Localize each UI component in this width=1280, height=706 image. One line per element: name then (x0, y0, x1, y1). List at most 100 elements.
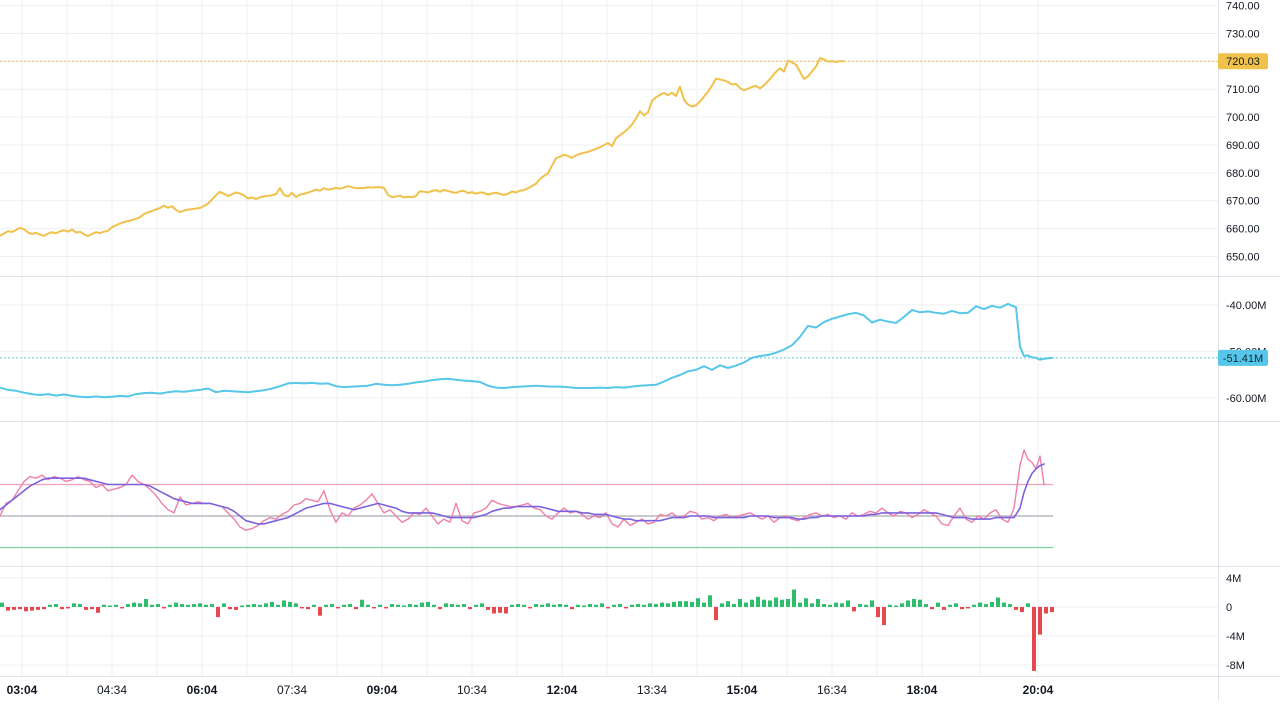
volume-bar (546, 603, 550, 607)
volume-bar (906, 600, 910, 607)
volume-tick-label: 4M (1226, 573, 1241, 585)
volume-bar (600, 603, 604, 607)
price-tick-label: 660.00 (1226, 224, 1260, 236)
volume-bar (144, 598, 148, 607)
rsi-ma-line (0, 463, 1045, 525)
volume-bar (864, 604, 868, 607)
time-tick-label: 18:04 (907, 683, 938, 697)
volume-bar (432, 604, 436, 607)
volume-bar (726, 601, 730, 607)
volume-bar (186, 604, 190, 607)
volume-bar (414, 604, 418, 607)
volume-bar (792, 589, 796, 607)
volume-bar (162, 606, 166, 609)
volume-bar (774, 597, 778, 607)
volume-bar (516, 604, 520, 607)
volume-bar (918, 599, 922, 607)
volume-bar (270, 601, 274, 607)
volume-bar (924, 604, 928, 607)
volume-bar (420, 602, 424, 607)
volume-bar (174, 602, 178, 607)
volume-bar (990, 601, 994, 607)
volume-bar (894, 605, 898, 607)
volume-bar (276, 604, 280, 607)
volume-bar (696, 598, 700, 607)
time-tick-label: 12:04 (547, 683, 578, 697)
volume-bar (438, 606, 442, 610)
volume-bar (48, 604, 52, 607)
volume-delta-panel[interactable] (0, 589, 1054, 671)
volume-bar (498, 606, 502, 613)
volume-bar (474, 604, 478, 607)
volume-bar (1014, 606, 1018, 610)
volume-tick-label: 0 (1226, 602, 1232, 614)
volume-bar (234, 606, 238, 610)
volume-bar (942, 606, 946, 610)
volume-bar (612, 604, 616, 607)
obv-tick-label: -60.00M (1226, 393, 1266, 405)
volume-bar (366, 604, 370, 607)
volume-bar (1008, 604, 1012, 607)
volume-bar (6, 606, 10, 611)
volume-bar (288, 601, 292, 607)
volume-bar (672, 601, 676, 607)
volume-bar (1020, 606, 1024, 613)
volume-bar (624, 606, 628, 609)
time-tick-label: 09:04 (367, 683, 398, 697)
volume-bar (744, 602, 748, 607)
price-tick-label: 680.00 (1226, 168, 1260, 180)
volume-bar (150, 604, 154, 607)
volume-bar (780, 599, 784, 607)
volume-bar (258, 604, 262, 607)
volume-bar (1044, 606, 1048, 614)
volume-bar (978, 602, 982, 607)
volume-bar (714, 606, 718, 621)
volume-bar (1002, 602, 1006, 607)
obv-panel[interactable] (0, 302, 1053, 399)
volume-bar (330, 604, 334, 607)
time-tick-label: 10:34 (457, 683, 487, 697)
volume-bar (570, 606, 574, 610)
volume-bar (132, 602, 136, 607)
volume-bar (522, 604, 526, 607)
volume-bar (1026, 603, 1030, 607)
volume-bar (246, 604, 250, 607)
volume-bar (462, 604, 466, 607)
volume-bar (762, 599, 766, 607)
volume-bar (0, 602, 4, 607)
volume-bar (264, 603, 268, 607)
volume-bar (954, 603, 958, 607)
volume-bar (96, 606, 100, 613)
obv-line (0, 302, 1053, 399)
volume-bar (18, 606, 22, 610)
volume-bar (630, 604, 634, 607)
volume-bar (594, 604, 598, 607)
volume-bar (84, 606, 88, 610)
volume-bar (228, 606, 232, 610)
time-tick-label: 07:34 (277, 683, 307, 697)
volume-bar (810, 603, 814, 607)
volume-bar (822, 604, 826, 607)
volume-bar (216, 606, 220, 618)
volume-bar (750, 599, 754, 607)
price-panel[interactable] (0, 57, 845, 238)
volume-bar (834, 602, 838, 607)
volume-bar (54, 604, 58, 607)
time-tick-label: 03:04 (7, 683, 38, 697)
volume-bar (60, 606, 64, 610)
volume-bar (42, 606, 46, 610)
volume-bar (984, 604, 988, 607)
volume-tick-label: -4M (1226, 631, 1245, 643)
volume-bar (660, 602, 664, 607)
volume-bar (720, 603, 724, 607)
volume-bar (528, 606, 532, 609)
rsi-panel[interactable] (0, 449, 1053, 549)
volume-bar (12, 606, 16, 610)
volume-bar (690, 601, 694, 607)
volume-bar (1050, 606, 1054, 613)
volume-bar (828, 604, 832, 607)
volume-bar (846, 600, 850, 607)
volume-bar (222, 603, 226, 607)
